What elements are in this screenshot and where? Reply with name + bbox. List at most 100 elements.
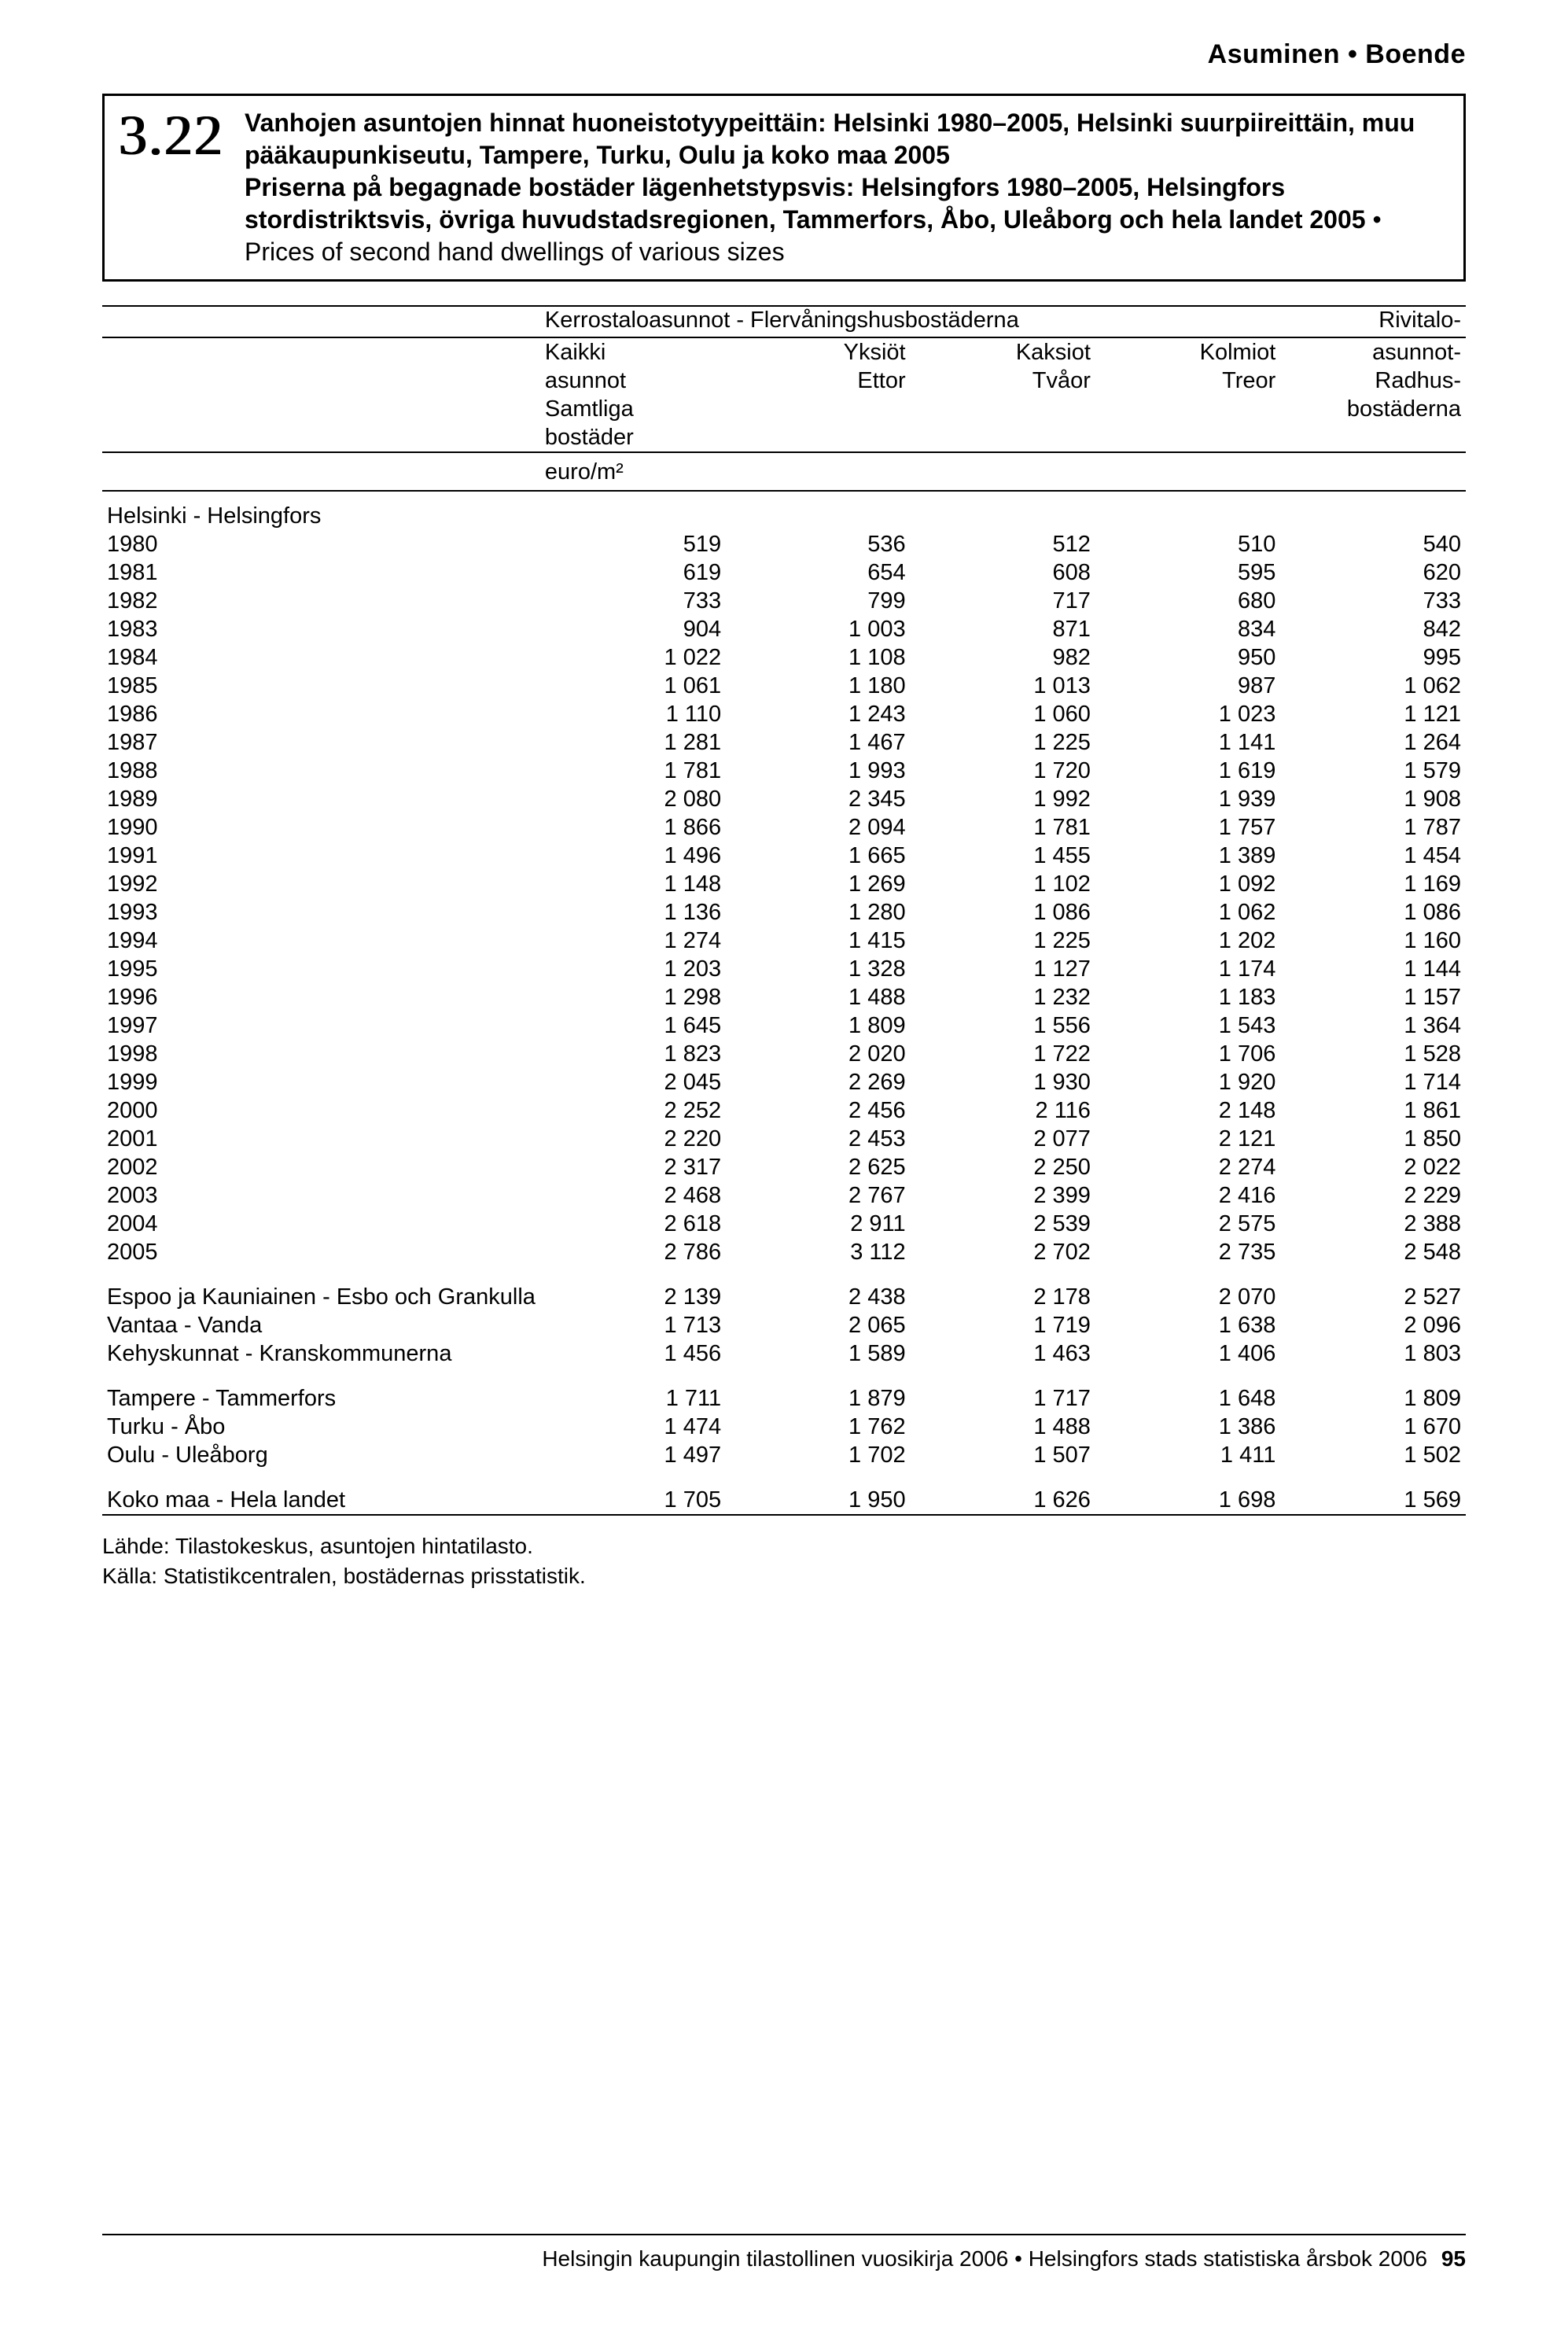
cell-value: 799 bbox=[726, 587, 911, 615]
row-label: 1998 bbox=[102, 1040, 540, 1068]
cell-value: 717 bbox=[911, 587, 1095, 615]
col5-d: bostäderna bbox=[1280, 395, 1466, 423]
cell-value: 1 102 bbox=[911, 870, 1095, 898]
cell-value: 1 589 bbox=[726, 1339, 911, 1368]
table-row: 19971 6451 8091 5561 5431 364 bbox=[102, 1011, 1466, 1040]
unit-label: euro/m² bbox=[540, 452, 726, 491]
cell-value: 1 474 bbox=[540, 1413, 726, 1441]
cell-value: 1 908 bbox=[1280, 785, 1466, 813]
row-label: 1987 bbox=[102, 728, 540, 757]
row-label: 1983 bbox=[102, 615, 540, 643]
cell-value: 1 415 bbox=[726, 927, 911, 955]
cell-value: 1 502 bbox=[1280, 1441, 1466, 1469]
price-table: Kerrostaloasunnot - Flervåningshusbostäd… bbox=[102, 305, 1466, 1516]
cell-value: 1 174 bbox=[1095, 955, 1280, 983]
cell-value: 1 488 bbox=[726, 983, 911, 1011]
row-label: 1999 bbox=[102, 1068, 540, 1096]
cell-value: 1 579 bbox=[1280, 757, 1466, 785]
cell-value: 1 648 bbox=[1095, 1384, 1280, 1413]
cell-value: 1 136 bbox=[540, 898, 726, 927]
cell-value: 1 720 bbox=[911, 757, 1095, 785]
cell-value: 2 022 bbox=[1280, 1153, 1466, 1181]
cell-value: 536 bbox=[726, 530, 911, 558]
row-label: 1992 bbox=[102, 870, 540, 898]
table-row: 19839041 003871834842 bbox=[102, 615, 1466, 643]
cell-value: 2 269 bbox=[726, 1068, 911, 1096]
cell-value: 2 229 bbox=[1280, 1181, 1466, 1210]
cell-value: 2 250 bbox=[911, 1153, 1095, 1181]
cell-value: 619 bbox=[540, 558, 726, 587]
cell-value: 1 003 bbox=[726, 615, 911, 643]
cell-value: 2 020 bbox=[726, 1040, 911, 1068]
table-row: 19951 2031 3281 1271 1741 144 bbox=[102, 955, 1466, 983]
cell-value: 2 911 bbox=[726, 1210, 911, 1238]
cell-value: 3 112 bbox=[726, 1238, 911, 1266]
cell-value: 1 013 bbox=[911, 672, 1095, 700]
source-fi: Lähde: Tilastokeskus, asuntojen hintatil… bbox=[102, 1531, 1466, 1561]
col2-b: Ettor bbox=[726, 367, 911, 395]
cell-value: 2 121 bbox=[1095, 1125, 1280, 1153]
row-label: 1995 bbox=[102, 955, 540, 983]
title-text: Vanhojen asuntojen hinnat huoneistotyype… bbox=[245, 107, 1446, 268]
cell-value: 733 bbox=[1280, 587, 1466, 615]
cell-value: 595 bbox=[1095, 558, 1280, 587]
cell-value: 1 809 bbox=[726, 1011, 911, 1040]
row-label: 1984 bbox=[102, 643, 540, 672]
cell-value: 2 045 bbox=[540, 1068, 726, 1096]
sources: Lähde: Tilastokeskus, asuntojen hintatil… bbox=[102, 1531, 1466, 1591]
table-row: 19992 0452 2691 9301 9201 714 bbox=[102, 1068, 1466, 1096]
cell-value: 1 569 bbox=[1280, 1486, 1466, 1515]
cell-value: 2 317 bbox=[540, 1153, 726, 1181]
cell-value: 2 416 bbox=[1095, 1181, 1280, 1210]
cell-value: 1 456 bbox=[540, 1339, 726, 1368]
row-label: Vantaa - Vanda bbox=[102, 1311, 540, 1339]
cell-value: 1 939 bbox=[1095, 785, 1280, 813]
cell-value: 1 757 bbox=[1095, 813, 1280, 842]
col3-b: Tvåor bbox=[911, 367, 1095, 395]
table-row: 19931 1361 2801 0861 0621 086 bbox=[102, 898, 1466, 927]
cell-value: 1 463 bbox=[911, 1339, 1095, 1368]
cell-value: 2 453 bbox=[726, 1125, 911, 1153]
table-row: Koko maa - Hela landet1 7051 9501 6261 6… bbox=[102, 1486, 1466, 1515]
cell-value: 1 328 bbox=[726, 955, 911, 983]
cell-value: 2 456 bbox=[726, 1096, 911, 1125]
cell-value: 1 711 bbox=[540, 1384, 726, 1413]
table-row: 20002 2522 4562 1162 1481 861 bbox=[102, 1096, 1466, 1125]
cell-value: 995 bbox=[1280, 643, 1466, 672]
cell-value: 1 281 bbox=[540, 728, 726, 757]
cell-value: 2 178 bbox=[911, 1283, 1095, 1311]
cell-value: 1 225 bbox=[911, 927, 1095, 955]
row-label: 1996 bbox=[102, 983, 540, 1011]
page-footer: Helsingin kaupungin tilastollinen vuosik… bbox=[102, 2234, 1466, 2272]
cell-value: 1 243 bbox=[726, 700, 911, 728]
cell-value: 1 762 bbox=[726, 1413, 911, 1441]
page-number: 95 bbox=[1441, 2246, 1466, 2271]
col4-b: Treor bbox=[1095, 367, 1280, 395]
table-row: 19921 1481 2691 1021 0921 169 bbox=[102, 870, 1466, 898]
col4-a: Kolmiot bbox=[1095, 337, 1280, 367]
row-label: 2003 bbox=[102, 1181, 540, 1210]
cell-value: 1 092 bbox=[1095, 870, 1280, 898]
cell-value: 1 850 bbox=[1280, 1125, 1466, 1153]
cell-value: 1 280 bbox=[726, 898, 911, 927]
row-label: 1981 bbox=[102, 558, 540, 587]
cell-value: 904 bbox=[540, 615, 726, 643]
cell-value: 1 619 bbox=[1095, 757, 1280, 785]
cell-value: 1 455 bbox=[911, 842, 1095, 870]
row-label: 2000 bbox=[102, 1096, 540, 1125]
cell-value: 1 389 bbox=[1095, 842, 1280, 870]
cell-value: 2 735 bbox=[1095, 1238, 1280, 1266]
col5-a: Rivitalo- bbox=[1280, 306, 1466, 338]
table-row: 19881 7811 9931 7201 6191 579 bbox=[102, 757, 1466, 785]
table-row: 20022 3172 6252 2502 2742 022 bbox=[102, 1153, 1466, 1181]
col2-a: Yksiöt bbox=[726, 337, 911, 367]
cell-value: 1 386 bbox=[1095, 1413, 1280, 1441]
table-row: Oulu - Uleåborg1 4971 7021 5071 4111 502 bbox=[102, 1441, 1466, 1469]
cell-value: 2 786 bbox=[540, 1238, 726, 1266]
cell-value: 1 148 bbox=[540, 870, 726, 898]
cell-value: 1 993 bbox=[726, 757, 911, 785]
cell-value: 1 665 bbox=[726, 842, 911, 870]
cell-value: 2 065 bbox=[726, 1311, 911, 1339]
row-label: 1985 bbox=[102, 672, 540, 700]
cell-value: 2 116 bbox=[911, 1096, 1095, 1125]
